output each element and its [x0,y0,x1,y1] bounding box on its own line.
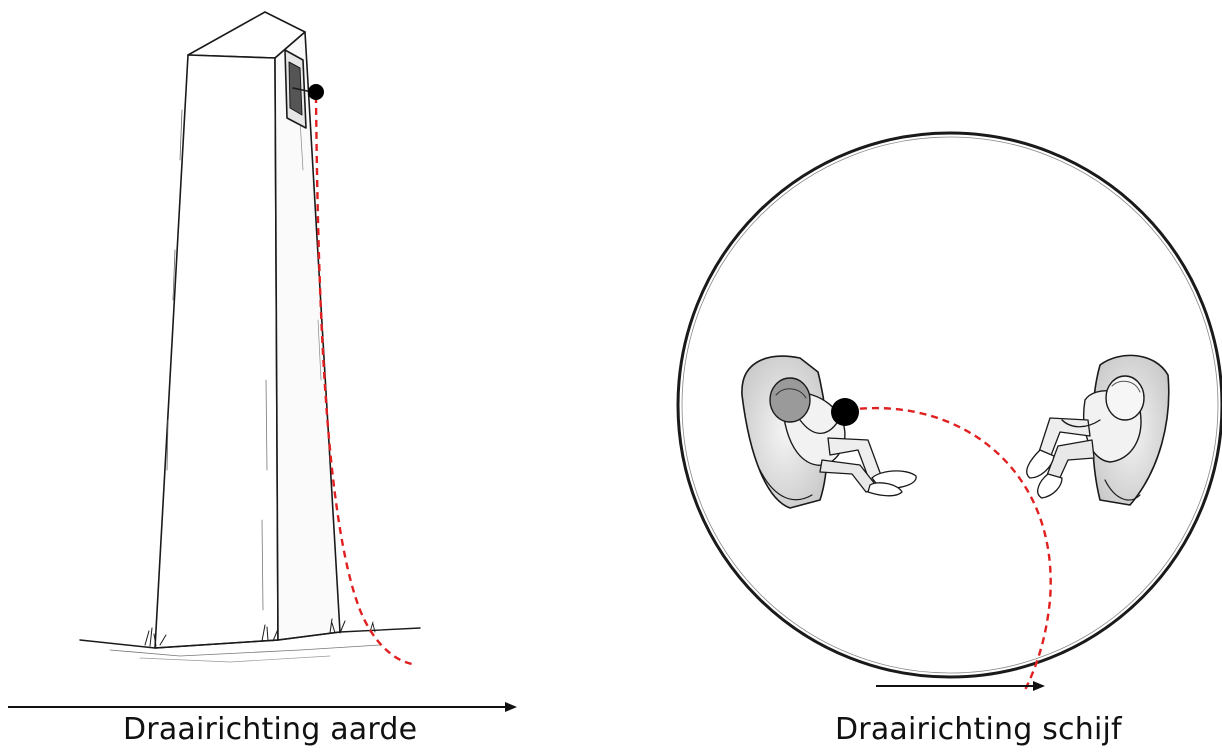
seated-person-with-ball-icon [741,355,917,509]
fall-trajectory [314,95,413,666]
caption-disk-rotation: Draairichting schijf [835,712,1122,747]
tower-drawing-icon [79,11,421,663]
ball-trajectory-disk [847,406,1052,693]
ball-disk [831,398,859,426]
seated-person-icon [1026,354,1170,506]
ball-tower [308,84,324,100]
rotating-disk-icon [676,131,1222,679]
caption-earth-rotation: Draairichting aarde [123,712,418,747]
